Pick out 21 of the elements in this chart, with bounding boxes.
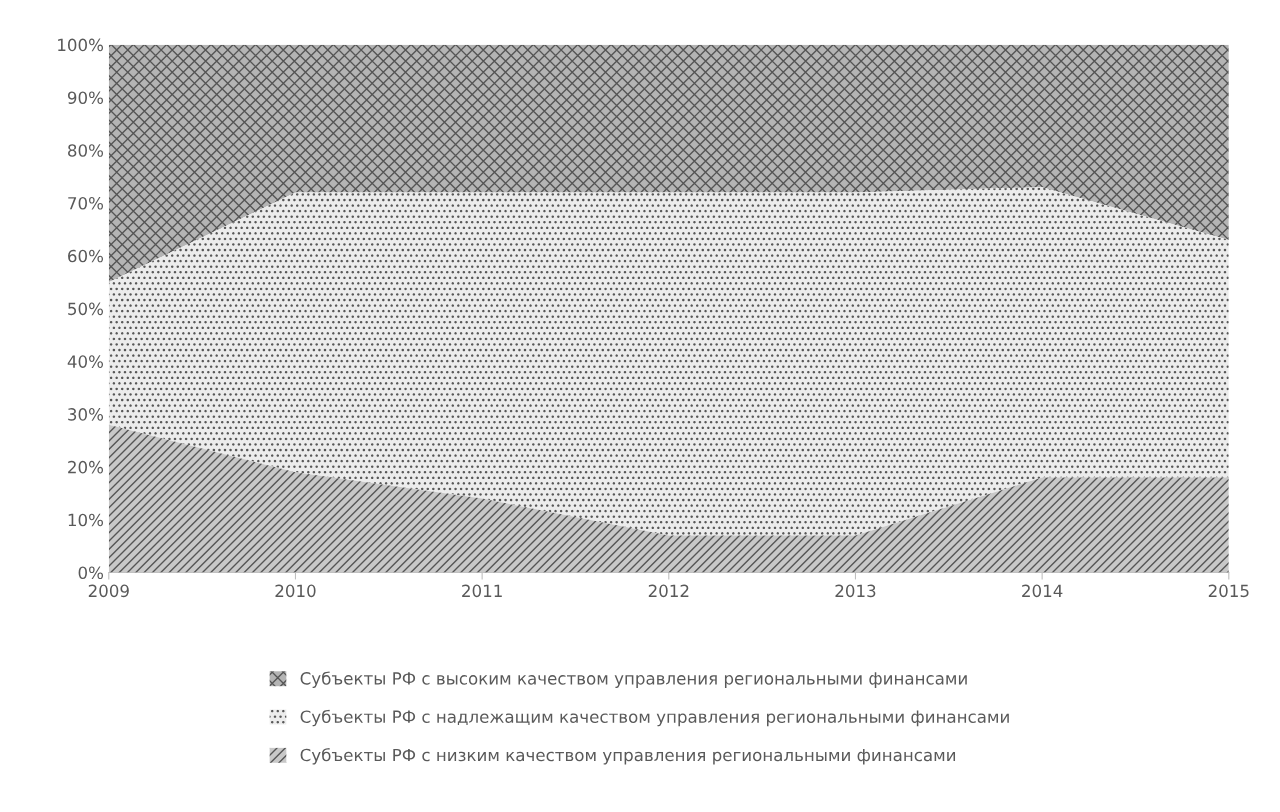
y-tick-label: 30%: [68, 408, 104, 421]
x-tick-label: 2015: [1208, 584, 1249, 598]
x-tick-label: 2014: [1022, 584, 1063, 598]
legend-label: Субъекты РФ с надлежащим качеством управления региональными финансами: [300, 709, 1009, 727]
y-tick-label: 80%: [68, 144, 104, 157]
x-tick-label: 2010: [275, 584, 316, 598]
legend-label: Субъекты РФ с низким качеством управления региональными финансами: [300, 748, 956, 765]
y-tick-label: 70%: [68, 196, 104, 210]
y-tick-label: 20%: [68, 460, 104, 474]
y-tick-label: 10%: [68, 513, 104, 527]
x-tick-label: 2009: [88, 584, 129, 598]
y-tick-label: 60%: [68, 249, 104, 263]
y-tick-label: 90%: [67, 91, 104, 105]
y-tick-label: 40%: [67, 355, 104, 368]
x-tick-label: 2012: [648, 584, 689, 598]
x-tick-label: 2013: [835, 584, 876, 598]
legend-label: Субъекты РФ с высоким качеством управления региональными финансами: [300, 671, 967, 688]
y-tick-label: 50%: [68, 302, 104, 316]
y-tick-label: 100%: [58, 38, 104, 52]
x-tick-label: 2011: [462, 584, 502, 598]
y-tick-label: 0%: [78, 566, 104, 580]
